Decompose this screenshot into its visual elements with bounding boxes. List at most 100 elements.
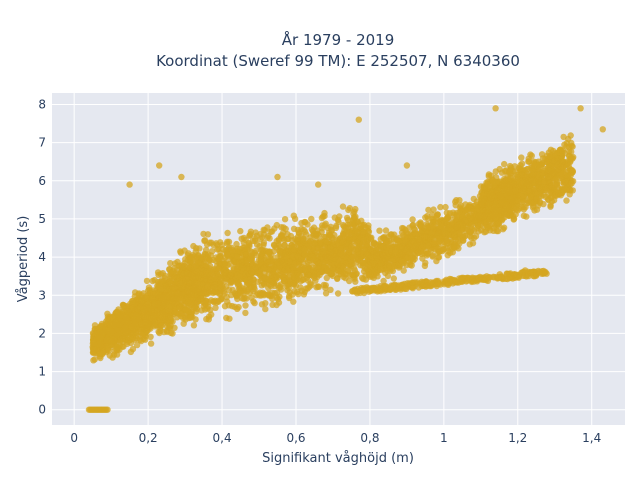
data-point bbox=[166, 277, 174, 285]
data-point bbox=[467, 205, 475, 213]
data-point bbox=[241, 275, 249, 283]
data-point bbox=[520, 185, 527, 192]
data-point bbox=[157, 271, 165, 278]
data-point bbox=[297, 284, 304, 291]
data-point bbox=[373, 251, 380, 258]
data-point bbox=[548, 194, 555, 201]
data-point bbox=[157, 278, 164, 286]
data-point bbox=[183, 275, 190, 282]
data-point bbox=[252, 235, 259, 242]
data-point bbox=[314, 230, 321, 238]
data-point bbox=[329, 234, 336, 241]
data-point bbox=[526, 182, 533, 189]
data-point bbox=[429, 211, 436, 218]
data-point bbox=[462, 201, 469, 208]
data-point bbox=[446, 235, 453, 243]
data-point bbox=[248, 268, 255, 276]
data-point bbox=[500, 224, 508, 231]
data-point bbox=[431, 236, 438, 243]
data-point bbox=[190, 322, 198, 329]
data-point bbox=[206, 239, 213, 246]
data-point bbox=[239, 244, 247, 251]
data-point bbox=[177, 248, 184, 255]
data-point bbox=[207, 276, 215, 283]
data-point bbox=[233, 254, 241, 261]
data-point bbox=[442, 203, 449, 211]
data-point bbox=[518, 154, 525, 161]
data-point bbox=[145, 301, 152, 308]
data-point bbox=[327, 248, 334, 256]
data-point bbox=[530, 160, 537, 167]
data-point bbox=[352, 278, 359, 285]
data-point bbox=[308, 253, 316, 260]
data-point bbox=[289, 237, 296, 244]
data-point bbox=[539, 169, 547, 177]
data-point bbox=[444, 213, 452, 220]
data-point bbox=[215, 265, 222, 272]
data-point bbox=[430, 206, 437, 213]
data-point bbox=[506, 187, 513, 194]
data-point bbox=[281, 241, 288, 249]
data-point bbox=[477, 183, 485, 190]
data-point bbox=[529, 166, 536, 173]
data-point bbox=[356, 250, 364, 257]
data-point bbox=[225, 286, 233, 293]
data-point bbox=[453, 213, 461, 220]
data-point bbox=[215, 297, 222, 304]
data-point bbox=[138, 292, 145, 299]
data-point bbox=[483, 185, 490, 192]
data-point bbox=[301, 246, 308, 254]
data-point bbox=[509, 174, 516, 181]
data-point bbox=[472, 201, 480, 208]
data-point bbox=[382, 269, 389, 277]
data-point bbox=[204, 305, 211, 312]
data-point bbox=[506, 162, 514, 170]
data-point bbox=[551, 186, 559, 194]
data-point bbox=[537, 187, 544, 194]
data-point bbox=[122, 314, 130, 321]
data-point bbox=[290, 243, 297, 250]
data-point bbox=[271, 242, 278, 249]
data-point bbox=[147, 340, 155, 347]
data-point bbox=[269, 289, 276, 296]
data-point bbox=[283, 236, 291, 243]
data-point bbox=[212, 304, 219, 311]
data-point bbox=[518, 204, 526, 211]
data-point bbox=[504, 204, 511, 211]
data-point bbox=[91, 322, 99, 329]
data-point bbox=[332, 253, 339, 260]
data-point bbox=[437, 203, 444, 211]
data-point bbox=[232, 275, 240, 282]
data-point bbox=[337, 245, 344, 253]
data-point bbox=[320, 281, 328, 289]
data-point bbox=[229, 247, 236, 254]
data-point bbox=[424, 222, 432, 229]
data-point bbox=[524, 165, 531, 173]
data-point bbox=[191, 304, 198, 311]
chart-title-line2: Koordinat (Sweref 99 TM): E 252507, N 63… bbox=[156, 52, 520, 70]
data-point bbox=[113, 351, 121, 358]
data-point bbox=[223, 275, 230, 282]
data-point bbox=[260, 281, 268, 288]
data-point bbox=[257, 256, 265, 263]
data-point bbox=[275, 237, 282, 244]
data-point bbox=[512, 187, 519, 194]
data-point bbox=[536, 164, 543, 171]
data-point bbox=[251, 299, 258, 307]
data-point bbox=[267, 228, 274, 236]
data-point bbox=[301, 228, 309, 235]
data-point bbox=[266, 235, 273, 242]
data-point bbox=[175, 289, 182, 297]
data-point bbox=[179, 285, 186, 292]
data-point bbox=[554, 154, 561, 161]
data-point bbox=[291, 215, 299, 222]
data-point bbox=[531, 195, 538, 203]
data-point bbox=[283, 282, 290, 290]
data-point bbox=[470, 227, 478, 234]
data-point bbox=[281, 266, 288, 273]
data-point bbox=[272, 260, 280, 268]
data-point bbox=[128, 323, 135, 331]
data-point bbox=[485, 200, 493, 208]
data-point bbox=[336, 213, 343, 220]
data-point bbox=[147, 333, 154, 340]
